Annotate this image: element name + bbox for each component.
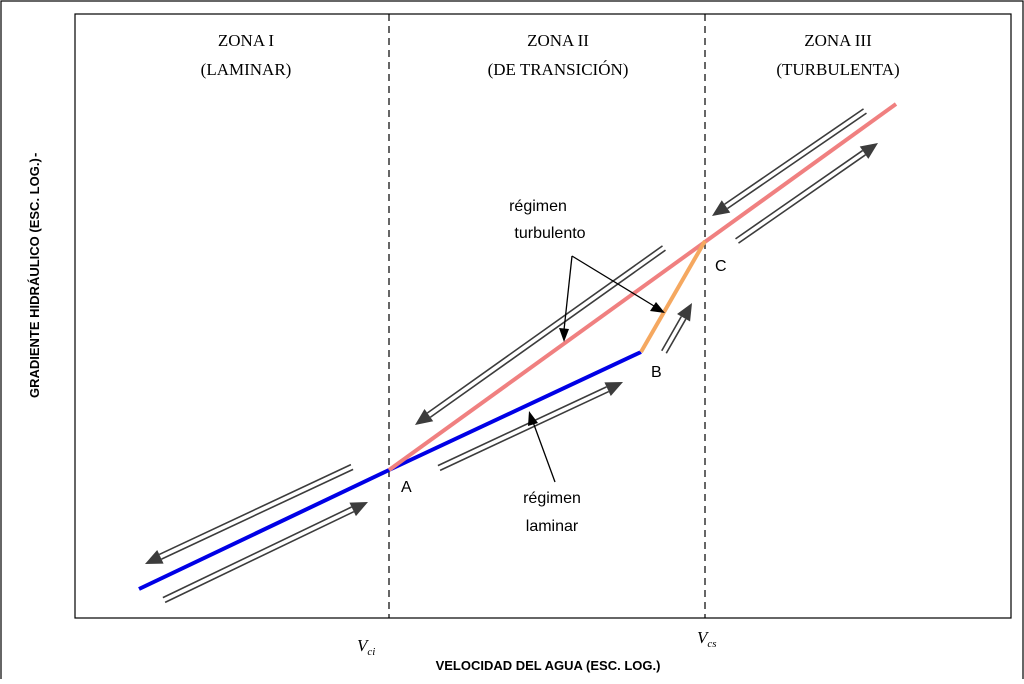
velocity-ci-label: Vci — [357, 636, 375, 658]
arrow-head — [677, 303, 692, 322]
arrow-shaft — [437, 386, 607, 467]
arrow-head — [859, 143, 878, 159]
arrow-down-zone1 — [145, 463, 354, 564]
zone-3-type: (TURBULENTA) — [776, 60, 899, 79]
annotation-pointers — [528, 255, 665, 483]
laminar-line-low — [138, 468, 390, 591]
arrow-up-zone1 — [162, 502, 368, 604]
arrow-shaft — [735, 149, 864, 240]
turbulent-label-line2: turbulento — [514, 225, 585, 242]
zone-2-name: ZONA II — [527, 31, 589, 50]
turbulent-line — [387, 102, 898, 472]
arrow-shaft — [161, 468, 354, 560]
transition-jump-line — [639, 240, 707, 353]
zone-1-name: ZONA I — [218, 31, 275, 50]
arrow-shaft — [429, 249, 666, 418]
arrow-down-zone3 — [712, 108, 867, 216]
x-axis-label: VELOCIDAD DEL AGUA (ESC. LOG.) — [436, 658, 661, 673]
pointer-turbulent-a-head — [559, 328, 569, 342]
arrow-shaft — [426, 245, 663, 414]
arrow-shaft — [162, 506, 352, 599]
pointer-laminar-head — [528, 411, 538, 426]
flow-arrows — [145, 108, 878, 604]
zone-3-name: ZONA III — [804, 31, 872, 50]
arrow-shaft — [661, 316, 683, 352]
zone-1-type: (LAMINAR) — [201, 60, 292, 79]
pointer-turbulent-b-head — [650, 302, 665, 313]
y-axis-suffix: - — [27, 153, 42, 157]
point-c-label: C — [715, 258, 727, 275]
arrow-head — [712, 200, 731, 216]
arrow-up-laminar-transition — [437, 382, 623, 472]
arrow-shaft — [665, 318, 687, 354]
arrow-shaft — [738, 154, 866, 244]
arrow-up-zone3 — [735, 143, 878, 244]
arrow-head — [349, 502, 368, 517]
arrow-up-jump — [661, 303, 692, 354]
zone-2-type: (DE TRANSICIÓN) — [488, 60, 629, 79]
pointer-turbulent-b — [571, 255, 655, 307]
arrow-head — [145, 549, 164, 564]
y-axis-label: GRADIENTE HIDRÁULICO (ESC. LOG.) — [27, 158, 42, 398]
laminar-label-line1: régimen — [523, 490, 581, 507]
plot-frame — [74, 13, 1012, 619]
pointer-laminar — [532, 421, 556, 483]
arrow-shaft — [724, 108, 864, 205]
arrow-down-turbulent — [415, 245, 666, 425]
arrow-shaft — [164, 510, 355, 604]
velocity-cs-label: Vcs — [697, 628, 717, 650]
laminar-line-transition — [388, 350, 642, 472]
point-b-label: B — [651, 364, 662, 381]
arrow-shaft — [439, 390, 610, 472]
arrow-head — [604, 382, 623, 396]
arrow-shaft — [158, 463, 352, 556]
laminar-label-line2: laminar — [526, 518, 579, 535]
pointer-turbulent-a — [563, 255, 573, 331]
arrow-head — [415, 409, 434, 425]
point-a-label: A — [401, 479, 412, 496]
arrow-shaft — [727, 112, 867, 210]
turbulent-label-line1: régimen — [509, 198, 567, 215]
